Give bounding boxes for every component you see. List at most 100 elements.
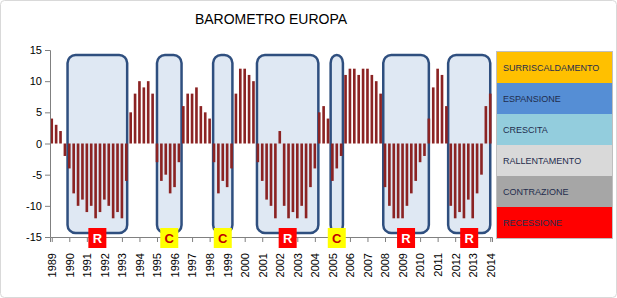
x-tick-label: 1990: [64, 253, 76, 277]
x-tick-label: 2013: [467, 253, 479, 277]
bar: [151, 94, 154, 144]
x-tick-mark: [192, 237, 193, 242]
period-label: R: [401, 231, 411, 246]
y-tick-mark: [45, 81, 50, 82]
x-tick-mark: [52, 237, 53, 242]
period-box: [383, 55, 429, 233]
y-tick-mark: [45, 144, 50, 145]
x-axis-line: [51, 238, 493, 243]
x-tick-mark: [157, 237, 158, 242]
x-tick-label: 2009: [397, 253, 409, 277]
bar: [182, 106, 185, 143]
bar: [226, 144, 229, 188]
bar: [116, 144, 119, 213]
bar: [296, 144, 299, 219]
y-tick: 5: [36, 106, 50, 118]
bar: [164, 144, 167, 175]
period-label: C: [218, 231, 228, 246]
bar: [186, 94, 189, 144]
x-tick-mark: [69, 237, 70, 242]
legend-swatch: [497, 207, 612, 238]
bar: [436, 69, 439, 144]
y-tick-label: 0: [36, 138, 42, 150]
bar: [445, 106, 448, 143]
x-tick: 2006: [344, 237, 356, 277]
bars: [50, 69, 491, 219]
bar: [423, 144, 426, 156]
bar: [125, 144, 128, 181]
x-tick: 1997: [186, 237, 198, 277]
bar: [107, 144, 110, 206]
x-tick: 2008: [379, 237, 391, 277]
period-label: R: [93, 231, 103, 246]
x-tick: 1994: [134, 237, 146, 277]
x-tick: 1989: [46, 237, 58, 277]
bar: [314, 144, 317, 169]
bar: [138, 81, 141, 143]
bar: [239, 69, 242, 144]
x-tick-mark: [139, 237, 140, 242]
bar: [454, 144, 457, 219]
x-tick-label: 1998: [204, 253, 216, 277]
periods: [68, 55, 491, 233]
bar: [217, 144, 220, 194]
bar: [397, 144, 400, 219]
period-label: R: [283, 231, 293, 246]
x-tick-label: 1996: [169, 253, 181, 277]
period-label-box: [279, 228, 297, 248]
y-axis: -15-10-5051015: [26, 44, 50, 243]
legend: SURRISCALDAMENTOESPANSIONECRESCITARALLEN…: [497, 52, 613, 239]
legend-label: RALLENTAMENTO: [503, 156, 581, 166]
bar: [112, 144, 115, 219]
y-tick: -5: [32, 169, 50, 181]
bar: [134, 94, 137, 144]
x-tick-mark: [245, 237, 246, 242]
x-tick-label: 2006: [344, 253, 356, 277]
y-tick-mark: [45, 206, 50, 207]
bar: [458, 144, 461, 213]
bar: [318, 112, 321, 143]
period-box: [157, 55, 182, 233]
bar: [195, 87, 198, 143]
bar: [340, 144, 343, 156]
x-tick: 2014: [485, 237, 497, 277]
x-tick-label: 2002: [274, 253, 286, 277]
x-tick: 2012: [450, 237, 462, 277]
bar: [99, 144, 102, 213]
period-label: C: [165, 231, 175, 246]
bar: [441, 75, 444, 144]
x-tick-label: 2012: [450, 253, 462, 277]
x-tick-mark: [297, 237, 298, 242]
x-tick-mark: [350, 237, 351, 242]
bar: [72, 144, 75, 194]
legend-swatch: [497, 176, 612, 207]
bar: [463, 144, 466, 219]
x-tick: 2007: [362, 237, 374, 277]
chart-frame: [1, 1, 617, 298]
bar: [90, 144, 93, 206]
x-tick-label: 1993: [116, 253, 128, 277]
bar: [156, 144, 159, 163]
x-tick-label: 1997: [186, 253, 198, 277]
bar: [476, 144, 479, 194]
bar: [419, 144, 422, 163]
bar: [392, 144, 395, 219]
bar: [59, 131, 62, 143]
bar: [353, 69, 356, 144]
bar: [406, 144, 409, 206]
bar: [283, 144, 286, 206]
x-tick: 2004: [309, 237, 321, 277]
y-tick: 0: [36, 138, 50, 150]
y-tick-label: -5: [32, 169, 42, 181]
legend-label: SURRISCALDAMENTO: [503, 63, 599, 73]
legend-swatch: [497, 83, 612, 114]
period-labels: RCCRCRR: [88, 228, 478, 248]
y-axis-line: [45, 51, 51, 238]
bar: [147, 81, 150, 143]
x-tick-label: 2005: [327, 253, 339, 277]
x-tick-mark: [490, 237, 491, 242]
y-tick-label: -10: [26, 200, 42, 212]
bar: [103, 144, 106, 200]
bar: [230, 144, 233, 169]
bar: [81, 144, 84, 200]
